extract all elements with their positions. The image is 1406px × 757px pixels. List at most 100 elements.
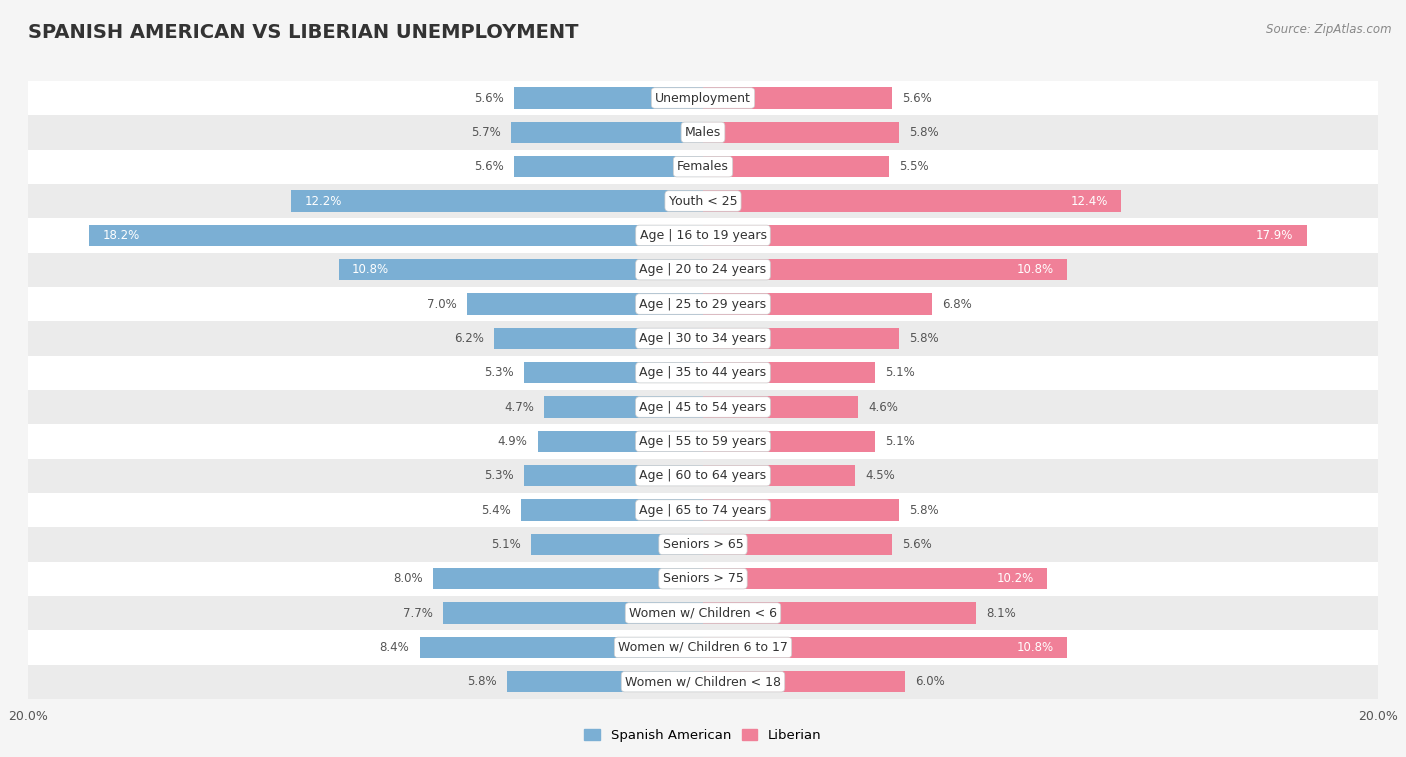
Text: Youth < 25: Youth < 25 (669, 195, 737, 207)
Text: Males: Males (685, 126, 721, 139)
Text: Age | 60 to 64 years: Age | 60 to 64 years (640, 469, 766, 482)
Text: 5.1%: 5.1% (886, 366, 915, 379)
Text: Source: ZipAtlas.com: Source: ZipAtlas.com (1267, 23, 1392, 36)
Bar (28, 287, 1378, 321)
Text: 6.0%: 6.0% (915, 675, 945, 688)
Text: Unemployment: Unemployment (655, 92, 751, 104)
Bar (28, 115, 1378, 150)
Bar (28, 321, 1378, 356)
Legend: Spanish American, Liberian: Spanish American, Liberian (579, 724, 827, 748)
Text: 12.2%: 12.2% (305, 195, 342, 207)
Bar (28, 81, 1378, 115)
Text: 4.6%: 4.6% (869, 400, 898, 413)
Text: 12.4%: 12.4% (1070, 195, 1108, 207)
Text: SPANISH AMERICAN VS LIBERIAN UNEMPLOYMENT: SPANISH AMERICAN VS LIBERIAN UNEMPLOYMEN… (28, 23, 579, 42)
Text: Women w/ Children 6 to 17: Women w/ Children 6 to 17 (619, 641, 787, 654)
Text: Age | 16 to 19 years: Age | 16 to 19 years (640, 229, 766, 241)
Text: 7.0%: 7.0% (427, 298, 457, 310)
Text: 5.8%: 5.8% (908, 503, 938, 516)
Bar (28, 150, 1378, 184)
Text: 5.1%: 5.1% (886, 435, 915, 448)
Bar (419, 637, 703, 658)
Bar (703, 397, 858, 418)
Bar (508, 671, 703, 693)
Text: Age | 30 to 34 years: Age | 30 to 34 years (640, 332, 766, 345)
Bar (703, 328, 898, 349)
Bar (703, 637, 1067, 658)
Text: 6.2%: 6.2% (454, 332, 484, 345)
Bar (494, 328, 703, 349)
Bar (28, 665, 1378, 699)
Bar (89, 225, 703, 246)
Bar (703, 568, 1047, 590)
Bar (524, 362, 703, 383)
Bar (433, 568, 703, 590)
Bar (515, 156, 703, 177)
Text: Women w/ Children < 18: Women w/ Children < 18 (626, 675, 780, 688)
Bar (703, 465, 855, 486)
Text: 5.6%: 5.6% (474, 160, 503, 173)
Text: 4.9%: 4.9% (498, 435, 527, 448)
Text: 10.8%: 10.8% (1017, 263, 1054, 276)
Bar (703, 431, 875, 452)
Text: 5.3%: 5.3% (485, 469, 515, 482)
Text: 5.7%: 5.7% (471, 126, 501, 139)
Bar (28, 459, 1378, 493)
Text: 4.7%: 4.7% (505, 400, 534, 413)
Bar (28, 424, 1378, 459)
Text: 10.2%: 10.2% (997, 572, 1033, 585)
Text: 10.8%: 10.8% (1017, 641, 1054, 654)
Text: 5.4%: 5.4% (481, 503, 510, 516)
Text: Age | 55 to 59 years: Age | 55 to 59 years (640, 435, 766, 448)
Bar (443, 603, 703, 624)
Text: 6.8%: 6.8% (942, 298, 973, 310)
Bar (28, 218, 1378, 253)
Text: 8.4%: 8.4% (380, 641, 409, 654)
Bar (520, 500, 703, 521)
Text: Age | 25 to 29 years: Age | 25 to 29 years (640, 298, 766, 310)
Bar (703, 294, 932, 315)
Bar (28, 184, 1378, 218)
Bar (703, 534, 891, 555)
Bar (703, 500, 898, 521)
Text: 4.5%: 4.5% (865, 469, 894, 482)
Text: Women w/ Children < 6: Women w/ Children < 6 (628, 606, 778, 619)
Bar (703, 225, 1308, 246)
Text: 8.0%: 8.0% (394, 572, 423, 585)
Bar (291, 190, 703, 212)
Text: Age | 35 to 44 years: Age | 35 to 44 years (640, 366, 766, 379)
Text: 5.1%: 5.1% (491, 538, 520, 551)
Text: 5.6%: 5.6% (903, 92, 932, 104)
Text: Age | 20 to 24 years: Age | 20 to 24 years (640, 263, 766, 276)
Bar (703, 156, 889, 177)
Text: Females: Females (678, 160, 728, 173)
Text: Seniors > 75: Seniors > 75 (662, 572, 744, 585)
Bar (703, 87, 891, 109)
Bar (703, 603, 976, 624)
Bar (28, 253, 1378, 287)
Bar (28, 356, 1378, 390)
Text: 17.9%: 17.9% (1256, 229, 1294, 241)
Text: 5.8%: 5.8% (468, 675, 498, 688)
Text: 18.2%: 18.2% (103, 229, 139, 241)
Text: 5.8%: 5.8% (908, 126, 938, 139)
Bar (531, 534, 703, 555)
Bar (703, 362, 875, 383)
Bar (524, 465, 703, 486)
Bar (703, 671, 905, 693)
Bar (28, 493, 1378, 527)
Text: 5.3%: 5.3% (485, 366, 515, 379)
Bar (544, 397, 703, 418)
Text: 10.8%: 10.8% (352, 263, 389, 276)
Text: 5.5%: 5.5% (898, 160, 928, 173)
Bar (28, 596, 1378, 630)
Bar (510, 122, 703, 143)
Bar (28, 527, 1378, 562)
Bar (28, 630, 1378, 665)
Bar (703, 259, 1067, 280)
Bar (28, 562, 1378, 596)
Text: 5.6%: 5.6% (903, 538, 932, 551)
Bar (339, 259, 703, 280)
Text: 7.7%: 7.7% (404, 606, 433, 619)
Text: 5.8%: 5.8% (908, 332, 938, 345)
